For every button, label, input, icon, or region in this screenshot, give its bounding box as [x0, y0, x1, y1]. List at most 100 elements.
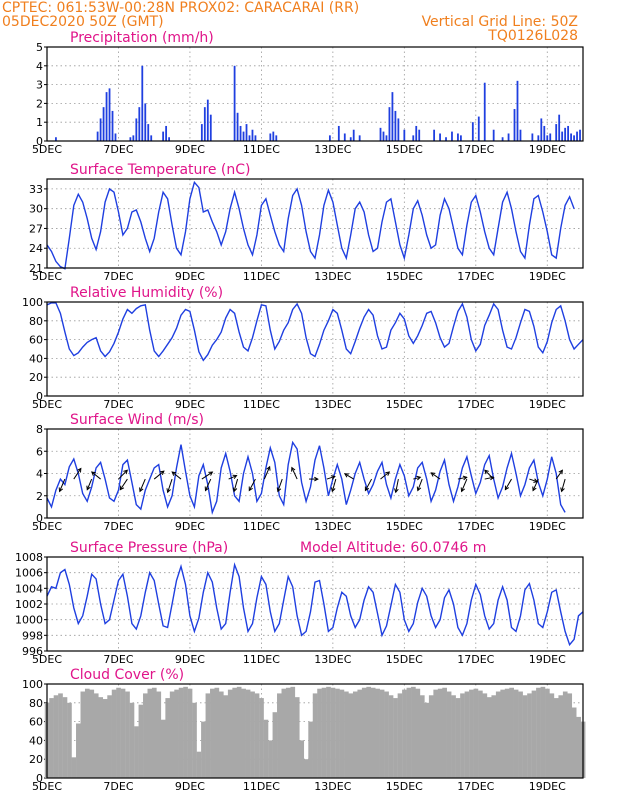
- precipitation-bar: [352, 129, 355, 141]
- precipitation-bar: [358, 135, 361, 141]
- cloud-cover-cloud-bar: [540, 686, 546, 778]
- cloud-cover-cloud-bar: [160, 719, 166, 778]
- panel-temperature: 5DEC 7DEC 9DEC 11DEC 13DEC 15DEC 17DEC 19DEC 21 2…: [29, 162, 584, 283]
- pressure-ytick-label: 1002: [15, 598, 43, 611]
- wind-arrow-head: [364, 486, 370, 492]
- wind-arrow-head: [558, 469, 563, 475]
- cloud-cover-xtick-label: 11DEC: [243, 780, 280, 793]
- wind-arrow-head: [330, 487, 336, 493]
- cloud-cover-cloud-bar: [335, 688, 340, 778]
- humidity-xtick-label: 11DEC: [243, 398, 280, 411]
- cloud-cover-cloud-bar: [536, 687, 541, 778]
- pressure-annotation: Model Altitude: 60.0746 m: [300, 540, 486, 556]
- wind-arrow-head: [394, 488, 399, 494]
- panel-humidity: 5DEC 7DEC 9DEC 11DEC 13DEC 15DEC 17DEC 19DEC 0 20…: [22, 285, 584, 411]
- wind-arrow-shaft: [561, 478, 566, 492]
- cloud-cover-cloud-bar: [272, 712, 278, 778]
- cloud-cover-cloud-bar: [406, 687, 412, 778]
- cloud-cover-cloud-bar: [62, 697, 68, 778]
- cloud-cover-cloud-bar: [321, 687, 327, 778]
- cloud-cover-cloud-bar: [513, 689, 519, 778]
- cloud-cover-cloud-bar: [558, 695, 564, 778]
- pressure-xtick-label: 11DEC: [243, 653, 280, 666]
- precipitation-bar: [576, 131, 578, 141]
- pressure-ytick-label: 1006: [15, 567, 43, 580]
- wind-arrow-shaft: [417, 478, 423, 491]
- cloud-cover-cloud-bar: [192, 702, 197, 778]
- cloud-cover-cloud-bar: [165, 698, 171, 778]
- cloud-cover-cloud-bar: [370, 687, 376, 778]
- cloud-cover-cloud-bar: [379, 689, 385, 778]
- wind-arrow-head: [123, 469, 129, 475]
- cloud-cover-cloud-bar: [80, 691, 86, 778]
- pressure-ytick-label: 1008: [15, 551, 43, 564]
- wind-ytick-label: 6: [36, 445, 43, 458]
- wind-arrow-shaft: [171, 471, 182, 480]
- precipitation-xtick-label: 11DEC: [243, 143, 280, 156]
- wind-arrow-shaft: [344, 473, 354, 480]
- wind-arrow-head: [462, 475, 468, 481]
- precipitation-bar: [168, 137, 170, 141]
- cloud-cover-cloud-bar: [312, 693, 318, 778]
- cloud-cover-cloud-bar: [268, 740, 273, 778]
- precipitation-ytick-label: 3: [36, 79, 43, 92]
- wind-frame: [46, 428, 584, 519]
- temperature-xtick-label: 13DEC: [314, 270, 351, 283]
- cloud-cover-cloud-bar: [210, 688, 215, 778]
- cloud-cover-cloud-bar: [478, 690, 483, 778]
- precipitation-bar: [412, 135, 415, 141]
- temperature-title: Surface Temperature (nC): [70, 162, 251, 178]
- cloud-cover-cloud-bar: [84, 688, 90, 778]
- cloud-cover-cloud-bar: [317, 688, 322, 778]
- precipitation-bar: [501, 137, 504, 141]
- wind-arrow-head: [166, 488, 171, 494]
- cloud-cover-cloud-bar: [473, 688, 479, 778]
- precipitation-bar: [579, 129, 581, 141]
- wind-arrow-head: [232, 474, 238, 480]
- wind-arrow-shaft: [395, 478, 399, 493]
- cloud-cover-xtick-label: 7DEC: [103, 780, 133, 793]
- wind-ytick-label: 2: [36, 490, 43, 503]
- precipitation-bar: [138, 107, 141, 141]
- wind-arrow-head: [416, 486, 422, 492]
- cloud-cover-cloud-bar: [303, 759, 309, 778]
- wind-arrow-head: [314, 476, 319, 482]
- cloud-cover-cloud-bar: [205, 693, 211, 778]
- wind-arrow-shaft: [529, 478, 538, 483]
- precipitation-bar: [403, 129, 406, 141]
- cloud-cover-xtick-label: 19DEC: [529, 780, 566, 793]
- humidity-xtick-label: 5DEC: [32, 398, 62, 411]
- precipitation-bar: [483, 82, 486, 141]
- cloud-cover-cloud-bar: [553, 698, 559, 778]
- wind-arrow-shaft: [91, 471, 101, 480]
- wind-title: Surface Wind (m/s): [70, 412, 204, 428]
- cloud-cover-cloud-bar: [98, 697, 104, 778]
- cloud-cover-cloud-bar: [120, 688, 126, 778]
- cloud-cover-cloud-bar: [437, 688, 443, 778]
- precipitation-bar: [150, 135, 153, 141]
- cloud-cover-cloud-bar: [232, 687, 238, 778]
- cloud-cover-cloud-bar: [183, 686, 188, 778]
- cloud-cover-cloud-bar: [294, 697, 300, 778]
- cloud-cover-cloud-bar: [504, 688, 510, 778]
- precipitation-bar: [239, 125, 242, 141]
- cloud-cover-cloud-bar: [576, 716, 581, 778]
- pressure-xtick-label: 15DEC: [386, 653, 423, 666]
- wind-arrow-head: [484, 469, 489, 475]
- cloud-cover-ytick-label: 40: [29, 734, 43, 747]
- precipitation-xtick-label: 17DEC: [457, 143, 494, 156]
- cloud-cover-cloud-bar: [236, 686, 242, 778]
- wind-arrow-shaft: [555, 469, 563, 480]
- cloud-cover-cloud-bar: [196, 751, 202, 778]
- cloud-cover-cloud-bar: [214, 687, 220, 778]
- humidity-ytick-label: 40: [29, 352, 43, 365]
- cloud-cover-cloud-bar: [76, 723, 81, 778]
- precipitation-title: Precipitation (mm/h): [70, 30, 214, 46]
- wind-arrow-head: [430, 472, 436, 477]
- wind-arrow-shaft: [461, 478, 468, 492]
- cloud-cover-cloud-bar: [49, 698, 54, 778]
- precipitation-bar: [460, 135, 462, 141]
- temperature-ytick-label: 24: [29, 242, 43, 255]
- precipitation-bar: [328, 135, 331, 141]
- temperature-xtick-label: 5DEC: [32, 270, 62, 283]
